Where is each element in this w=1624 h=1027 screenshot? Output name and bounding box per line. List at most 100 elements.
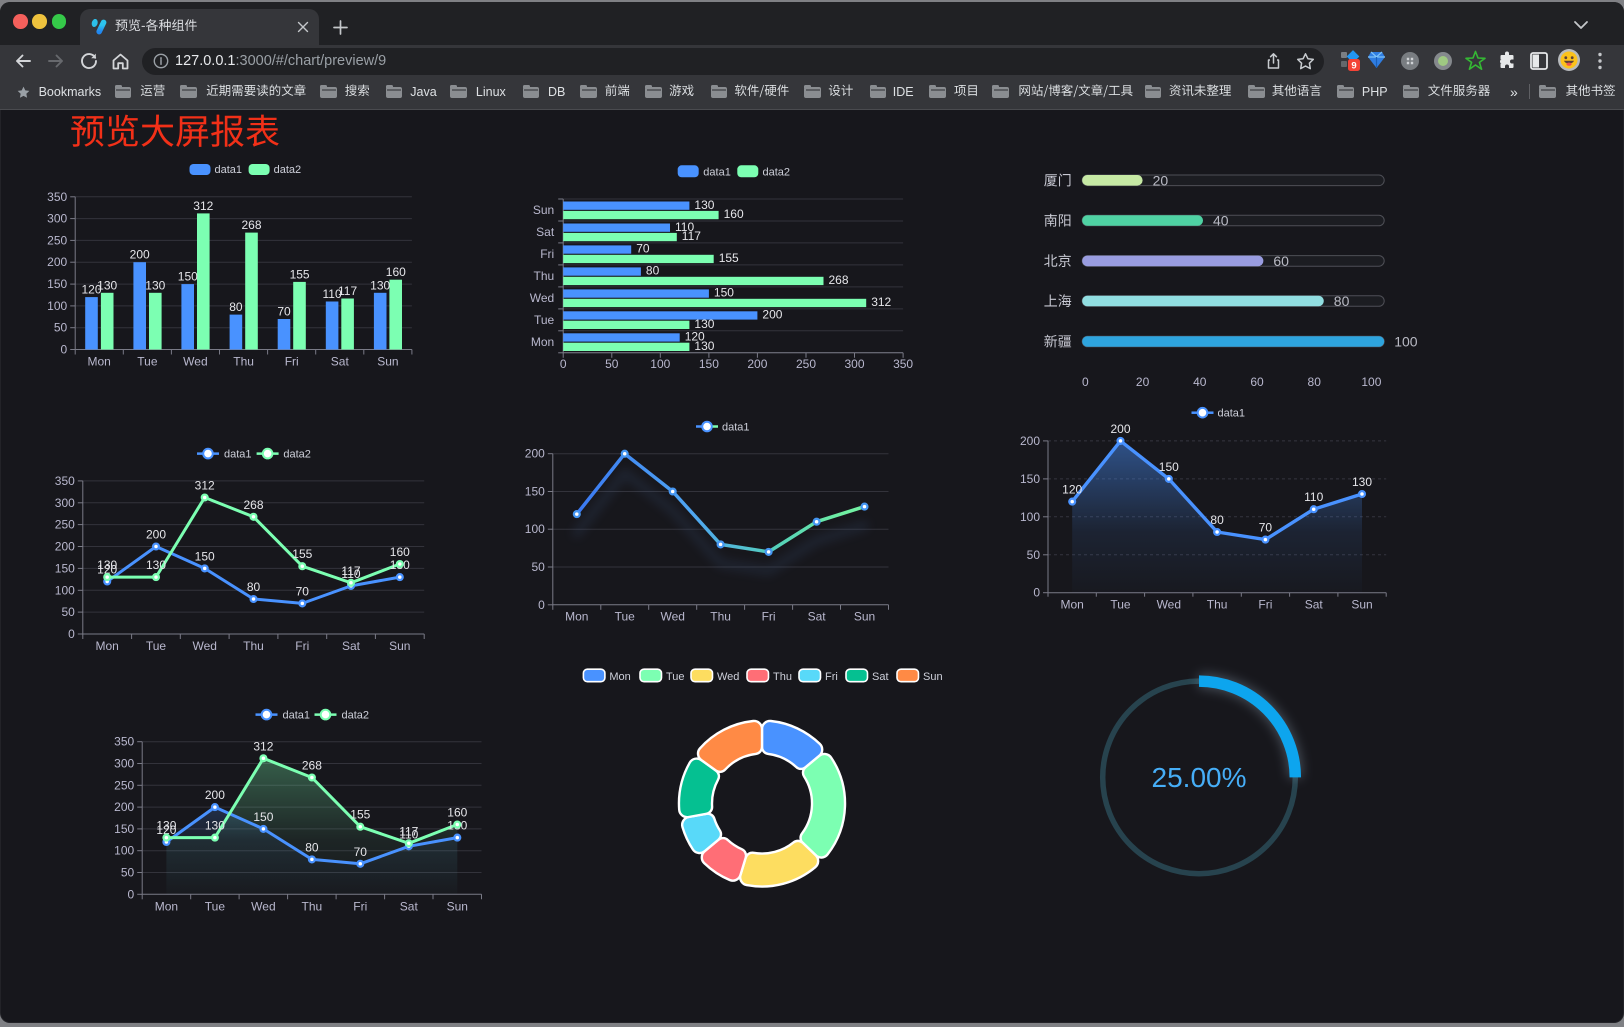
- svg-text:155: 155: [350, 808, 370, 822]
- svg-text:9: 9: [1351, 61, 1356, 71]
- svg-text:0: 0: [1082, 375, 1089, 389]
- svg-text:data2: data2: [763, 167, 791, 179]
- svg-text:25.00%: 25.00%: [1152, 762, 1247, 793]
- svg-text:60: 60: [1273, 253, 1289, 269]
- svg-text:130: 130: [205, 819, 225, 833]
- svg-text:155: 155: [719, 251, 739, 265]
- svg-text:Wed: Wed: [530, 291, 554, 305]
- svg-text:130: 130: [694, 198, 714, 212]
- svg-text:data2: data2: [342, 710, 370, 722]
- svg-text:Sun: Sun: [533, 203, 554, 217]
- svg-text:Sun: Sun: [447, 900, 468, 914]
- svg-text:80: 80: [229, 300, 243, 314]
- svg-text:Wed: Wed: [1157, 598, 1181, 612]
- svg-text:80: 80: [1308, 375, 1322, 389]
- svg-text:Fri: Fri: [353, 900, 367, 914]
- svg-text:110: 110: [675, 220, 694, 234]
- svg-text:350: 350: [114, 735, 134, 749]
- svg-text:150: 150: [114, 822, 134, 836]
- svg-text:20: 20: [1136, 375, 1150, 389]
- svg-text:20: 20: [1153, 172, 1169, 188]
- svg-text:data1: data1: [224, 449, 252, 461]
- svg-text:data1: data1: [215, 164, 243, 176]
- svg-text:Sat: Sat: [872, 671, 889, 683]
- svg-text:Thu: Thu: [243, 639, 264, 653]
- svg-text:80: 80: [646, 264, 660, 278]
- svg-text:200: 200: [762, 308, 782, 322]
- svg-text:160: 160: [390, 545, 410, 559]
- svg-text:Fri: Fri: [825, 671, 838, 683]
- svg-text:200: 200: [1020, 434, 1040, 448]
- svg-text:Mon: Mon: [565, 610, 588, 624]
- svg-text:160: 160: [724, 207, 744, 221]
- svg-text:120: 120: [81, 283, 101, 297]
- svg-text:Sun: Sun: [854, 610, 875, 624]
- svg-text:0: 0: [538, 598, 545, 612]
- svg-text:312: 312: [193, 199, 213, 213]
- svg-text:Mon: Mon: [1061, 598, 1084, 612]
- svg-text:Fri: Fri: [1258, 598, 1272, 612]
- svg-text:200: 200: [114, 800, 134, 814]
- svg-text:117: 117: [341, 564, 360, 578]
- svg-text:160: 160: [386, 265, 406, 279]
- svg-text:130: 130: [370, 278, 390, 292]
- svg-text:150: 150: [55, 561, 75, 575]
- svg-text:130: 130: [1352, 475, 1372, 489]
- svg-text:200: 200: [205, 788, 225, 802]
- svg-text:Sun: Sun: [923, 671, 943, 683]
- svg-text:110: 110: [323, 287, 342, 301]
- svg-text:117: 117: [399, 824, 418, 838]
- svg-text:150: 150: [253, 810, 273, 824]
- svg-text:50: 50: [531, 560, 545, 574]
- svg-text:268: 268: [829, 273, 849, 287]
- svg-text:80: 80: [1210, 513, 1224, 527]
- svg-text:150: 150: [525, 485, 545, 499]
- svg-text:150: 150: [699, 357, 719, 371]
- svg-text:Thu: Thu: [534, 269, 555, 283]
- svg-text:200: 200: [525, 447, 545, 461]
- svg-text:70: 70: [1259, 521, 1273, 535]
- svg-text:130: 130: [97, 278, 117, 292]
- svg-text:130: 130: [145, 278, 165, 292]
- svg-text:data1: data1: [722, 422, 750, 434]
- svg-text:Sat: Sat: [808, 610, 827, 624]
- svg-text:100: 100: [47, 299, 67, 313]
- svg-text:100: 100: [55, 583, 75, 597]
- svg-text:100: 100: [114, 844, 134, 858]
- svg-text:Fri: Fri: [762, 610, 776, 624]
- svg-text:Sat: Sat: [536, 225, 555, 239]
- svg-text:Sun: Sun: [377, 355, 398, 369]
- svg-text:130: 130: [146, 558, 166, 572]
- svg-text:Tue: Tue: [137, 355, 158, 369]
- svg-text:300: 300: [47, 212, 67, 226]
- svg-text:268: 268: [241, 218, 261, 232]
- svg-text:250: 250: [47, 233, 67, 247]
- svg-text:Thu: Thu: [233, 355, 254, 369]
- svg-text:250: 250: [55, 518, 75, 532]
- svg-text:Mon: Mon: [155, 900, 178, 914]
- svg-text:Thu: Thu: [773, 671, 792, 683]
- svg-text:155: 155: [290, 267, 310, 281]
- svg-text:Tue: Tue: [615, 610, 636, 624]
- svg-text:0: 0: [128, 887, 135, 901]
- svg-text:117: 117: [682, 229, 701, 243]
- svg-text:200: 200: [747, 357, 767, 371]
- svg-text:Tue: Tue: [146, 639, 167, 653]
- svg-text:120: 120: [156, 823, 176, 837]
- svg-text:200: 200: [1110, 422, 1130, 436]
- svg-text:0: 0: [68, 627, 75, 641]
- svg-text:312: 312: [253, 739, 273, 753]
- svg-text:350: 350: [55, 474, 75, 488]
- svg-text:120: 120: [1062, 483, 1082, 497]
- svg-text:40: 40: [1213, 213, 1229, 229]
- svg-text:130: 130: [694, 339, 714, 353]
- svg-text:Fri: Fri: [285, 355, 299, 369]
- svg-text:Tue: Tue: [205, 900, 226, 914]
- svg-text:Mon: Mon: [609, 671, 630, 683]
- svg-text:0: 0: [560, 357, 567, 371]
- svg-text:312: 312: [195, 479, 215, 493]
- svg-text:150: 150: [1020, 472, 1040, 486]
- svg-text:Wed: Wed: [192, 639, 216, 653]
- svg-text:Thu: Thu: [302, 900, 323, 914]
- svg-text:160: 160: [447, 806, 467, 820]
